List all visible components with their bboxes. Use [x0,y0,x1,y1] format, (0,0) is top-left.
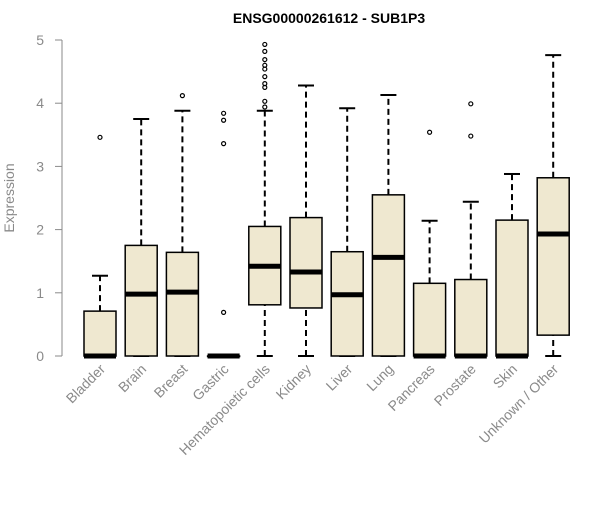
box-iqr [536,177,570,336]
box-iqr [454,278,488,357]
x-tick-label: Breast [151,361,191,401]
outlier-point [468,101,474,107]
outlier-point [262,104,268,110]
x-tick-label: Liver [323,361,356,394]
box-iqr [495,219,529,357]
outlier-point [262,81,268,87]
outlier-point [262,98,268,104]
x-tick-label: Lung [363,361,396,394]
box-liver [330,107,364,357]
x-tick-label: Brain [115,361,149,395]
box-skin [495,172,529,359]
box-iqr [330,250,364,357]
y-tick-label: 5 [36,32,44,48]
outlier-point [221,110,227,116]
outlier-point [97,134,103,140]
box-lung [371,93,406,357]
box-gastric [206,110,241,359]
box-bladder [83,134,117,359]
chart-title: ENSG00000261612 - SUB1P3 [233,10,425,26]
outlier-point [262,62,268,68]
outlier-point [262,56,268,63]
box-breast [165,93,200,357]
box-prostate [454,101,488,359]
x-tick-label: Prostate [431,361,479,409]
y-tick-label: 0 [36,348,44,364]
outlier-point [221,309,227,315]
box-iqr [289,216,323,309]
y-axis-label: Expression [1,163,17,232]
x-tick-label: Kidney [273,361,315,403]
box-group [83,41,570,359]
y-tick-label: 3 [36,158,44,174]
box-hematopoietic-cells [248,41,282,357]
box-kidney [289,84,323,357]
box-pancreas [412,129,447,359]
outlier-point [468,133,474,139]
box-iqr [412,282,447,357]
box-iqr [83,310,117,357]
box-unknown-other [536,54,570,357]
x-tick-label: Skin [490,361,521,392]
x-tick-label: Bladder [63,361,109,407]
outlier-point [262,41,268,48]
outlier-point [221,117,227,123]
outlier-point [262,48,268,54]
box-brain [124,118,158,357]
y-tick-label: 1 [36,285,44,301]
y-axis: 0 1 2 3 4 5 [36,32,63,364]
outlier-point [262,74,268,80]
outlier-point [179,93,185,99]
outlier-point [427,129,433,135]
box-iqr [124,244,158,357]
outlier-point [221,141,227,147]
y-tick-label: 4 [36,95,44,111]
box-iqr [371,194,406,357]
y-tick-label: 2 [36,222,44,238]
box-iqr [165,251,200,357]
